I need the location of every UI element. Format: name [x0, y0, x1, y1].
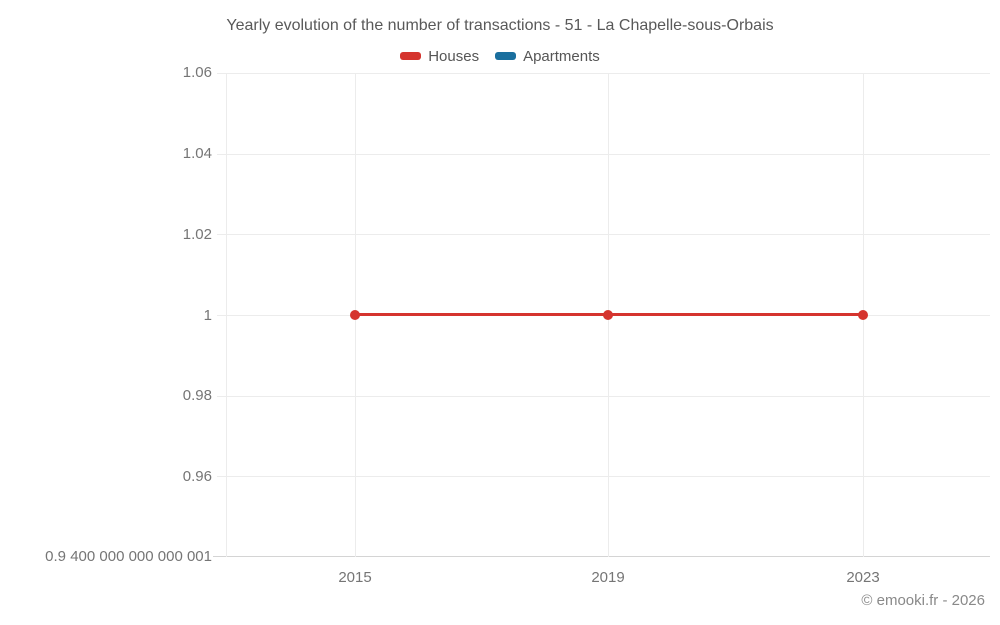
plot-area	[213, 73, 990, 557]
y-tick-label: 0.98	[182, 387, 212, 404]
chart-legend: Houses Apartments	[0, 46, 1000, 66]
x-tick-label-2023: 2023	[846, 569, 880, 586]
y-tick-label: 0.9 400 000 000 000 001	[45, 548, 212, 565]
y-tick-label: 0.96	[182, 468, 212, 485]
x-axis-line	[213, 556, 990, 557]
y-tick-label: 1.04	[182, 145, 212, 162]
x-tick-label-2019: 2019	[591, 569, 625, 586]
y-tick-label: 1.06	[182, 64, 212, 81]
y-axis: 1.06 1.04 1.02 1 0.98 0.96 0.9 400 000 0…	[0, 0, 212, 625]
houses-point-2019[interactable]	[603, 310, 613, 320]
houses-point-2015[interactable]	[350, 310, 360, 320]
y-tick-label: 1	[203, 307, 212, 324]
gridline-h-1.06	[217, 73, 990, 74]
legend-item-apartments[interactable]: Apartments	[495, 48, 600, 65]
y-tick-label: 1.02	[182, 226, 212, 243]
gridline-h-0.96	[217, 476, 990, 477]
legend-item-houses[interactable]: Houses	[400, 48, 479, 65]
legend-label-apartments: Apartments	[523, 47, 600, 65]
apartments-swatch-icon	[495, 52, 517, 60]
copyright-text: © emooki.fr - 2026	[861, 592, 985, 609]
gridline-h-0.98	[217, 396, 990, 397]
x-tick-label-2015: 2015	[338, 569, 372, 586]
houses-point-2023[interactable]	[858, 310, 868, 320]
gridline-h-1.02	[217, 234, 990, 235]
gridline-h-1.04	[217, 154, 990, 155]
chart-title: Yearly evolution of the number of transa…	[226, 17, 774, 34]
legend-label-houses: Houses	[428, 47, 480, 65]
houses-swatch-icon	[400, 52, 422, 60]
gridline-v-left-edge	[226, 73, 227, 557]
